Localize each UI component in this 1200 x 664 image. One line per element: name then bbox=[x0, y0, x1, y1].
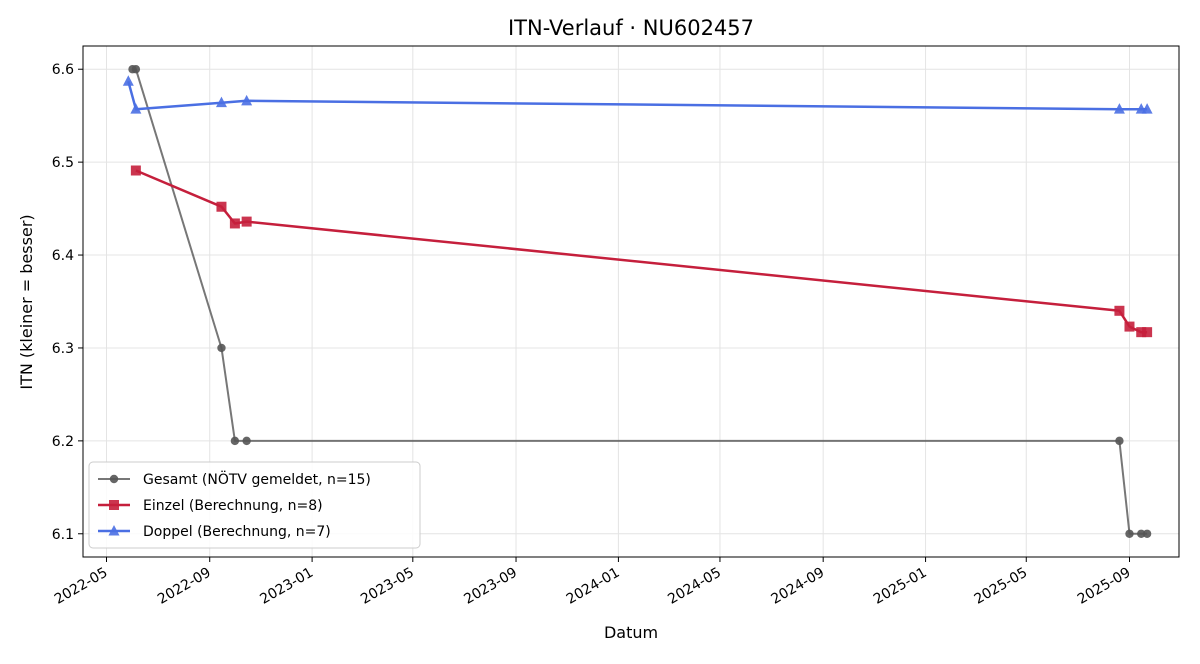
series-2-point bbox=[216, 201, 227, 212]
x-axis-label: Datum bbox=[604, 623, 658, 642]
series-2-point bbox=[1124, 321, 1135, 332]
x-tick-label: 2025-01 bbox=[871, 565, 930, 608]
series-2-point bbox=[1114, 305, 1125, 316]
series-1-point bbox=[217, 343, 226, 353]
series-line-3 bbox=[127, 80, 1148, 111]
legend: Gesamt (NÖTV gemeldet, n=15) Einzel (Bere… bbox=[88, 461, 421, 549]
legend-marker-1 bbox=[109, 474, 119, 484]
series-1-point bbox=[242, 436, 251, 446]
x-tick-label: 2022-05 bbox=[52, 565, 111, 608]
x-axis-ticks: 2022-05 2022-09 2023-01 2023-05 2023-09 2024-… bbox=[52, 557, 1134, 608]
legend-box bbox=[88, 461, 421, 549]
y-tick-label: 6.2 bbox=[52, 434, 74, 450]
series-3-point bbox=[1141, 103, 1153, 114]
series-1-point bbox=[131, 65, 141, 74]
legend-label-2: Einzel (Berechnung, n=8) bbox=[143, 498, 323, 514]
series-1-point bbox=[230, 436, 240, 446]
legend-label-1: Gesamt (NÖTV gemeldet, n=15) bbox=[143, 470, 371, 488]
y-tick-label: 6.1 bbox=[52, 527, 74, 543]
y-axis-ticks: 6.1 6.2 6.3 6.4 6.5 6.6 bbox=[52, 62, 83, 543]
series-3-point bbox=[1113, 103, 1125, 114]
series-2-point bbox=[1142, 327, 1153, 338]
series-3-point bbox=[130, 103, 142, 114]
series-2-point bbox=[241, 216, 252, 227]
x-tick-label: 2023-01 bbox=[257, 565, 316, 608]
x-tick-label: 2025-05 bbox=[972, 565, 1031, 608]
x-tick-label: 2024-01 bbox=[564, 565, 623, 608]
series-2-point bbox=[229, 218, 240, 229]
series-3-point bbox=[122, 75, 134, 86]
plot-frame bbox=[82, 45, 1180, 558]
x-tick-label: 2024-09 bbox=[769, 565, 828, 608]
x-tick-label: 2023-05 bbox=[358, 565, 417, 608]
series-2-point bbox=[1136, 327, 1147, 338]
series-3-point bbox=[241, 94, 253, 106]
series-1-point bbox=[1142, 529, 1152, 538]
chart-title: ITN-Verlauf · NU602457 bbox=[508, 16, 754, 40]
series-line-2 bbox=[135, 169, 1148, 334]
legend-marker-2 bbox=[109, 500, 119, 510]
legend-label-3: Doppel (Berechnung, n=7) bbox=[143, 524, 331, 540]
x-tick-label: 2024-05 bbox=[665, 565, 724, 608]
series-3-point bbox=[215, 96, 227, 108]
y-tick-label: 6.3 bbox=[52, 341, 74, 357]
series-2-point bbox=[130, 165, 141, 176]
y-tick-label: 6.4 bbox=[52, 248, 74, 264]
y-tick-label: 6.5 bbox=[52, 155, 74, 171]
x-tick-label: 2025-09 bbox=[1075, 565, 1134, 608]
y-tick-label: 6.6 bbox=[52, 62, 74, 78]
series-1-point bbox=[1115, 436, 1124, 446]
series-markers bbox=[122, 65, 1153, 538]
y-axis-label: ITN (kleiner = besser) bbox=[17, 214, 36, 389]
series-1-point bbox=[1125, 529, 1134, 538]
x-tick-label: 2023-09 bbox=[461, 565, 520, 608]
series-1-point bbox=[1137, 529, 1146, 538]
x-tick-label: 2022-09 bbox=[155, 565, 214, 608]
legend-marker-3 bbox=[108, 525, 120, 536]
